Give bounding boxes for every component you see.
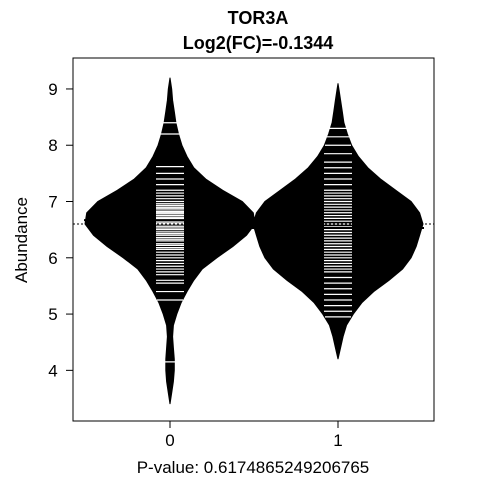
x-tick-label: 1 bbox=[333, 431, 342, 450]
y-axis-label: Abundance bbox=[12, 197, 31, 283]
chart-title: TOR3A bbox=[228, 8, 289, 28]
y-tick-label: 6 bbox=[48, 249, 57, 268]
y-tick-label: 4 bbox=[48, 361, 57, 380]
y-tick-label: 8 bbox=[48, 136, 57, 155]
chart-subtitle: Log2(FC)=-0.1344 bbox=[183, 33, 334, 53]
y-tick-label: 7 bbox=[48, 193, 57, 212]
x-tick-label: 0 bbox=[165, 431, 174, 450]
beans-layer bbox=[84, 77, 424, 405]
y-tick-label: 9 bbox=[48, 80, 57, 99]
y-axis: 4 5 6 7 8 9 bbox=[48, 80, 74, 380]
y-tick-label: 5 bbox=[48, 305, 57, 324]
x-axis-label: P-value: 0.6174865249206765 bbox=[137, 458, 370, 477]
